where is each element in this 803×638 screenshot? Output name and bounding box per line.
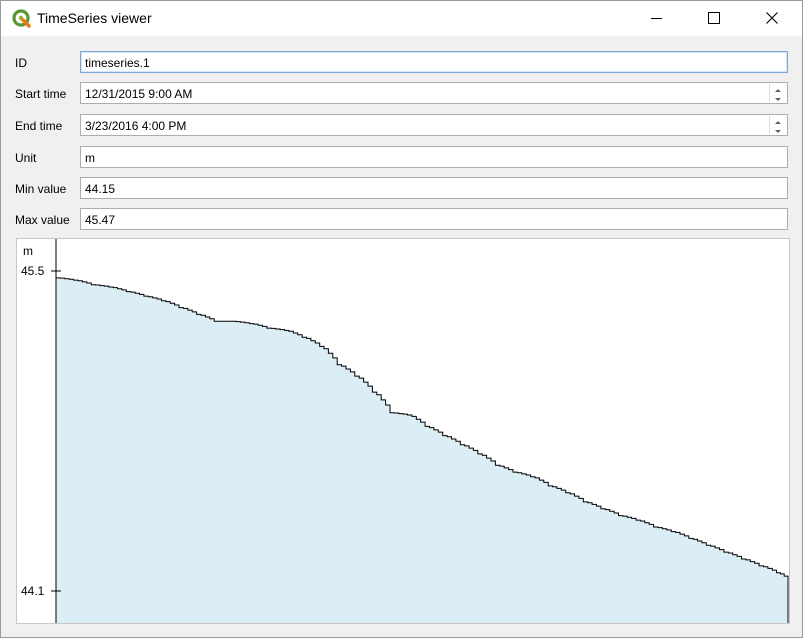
spin-up-icon[interactable] [770,116,786,125]
minimize-button[interactable] [634,1,680,36]
min-value-label: Min value [15,182,67,196]
maximize-button[interactable] [691,1,737,36]
timeseries-chart-frame[interactable]: 45.5 44.1 m [16,238,790,624]
unit-label: Unit [15,151,37,165]
y-tick-label: 44.1 [21,584,45,598]
end-time-spinner[interactable] [769,116,786,134]
unit-value: m [85,151,95,165]
spin-up-icon[interactable] [770,84,786,93]
max-value-field[interactable]: 45.47 [80,208,788,230]
start-time-field[interactable]: 12/31/2015 9:00 AM [80,82,788,104]
id-field[interactable]: timeseries.1 [80,51,788,73]
series-area [56,277,788,623]
series-line [56,277,789,623]
min-value-field[interactable]: 44.15 [80,177,788,199]
title-bar[interactable]: TimeSeries viewer [1,1,802,36]
close-icon [766,12,778,24]
minimize-icon [651,18,662,19]
id-value: timeseries.1 [85,56,150,70]
start-time-value: 12/31/2015 9:00 AM [85,87,193,101]
y-tick-label: 45.5 [21,264,45,278]
end-time-value: 3/23/2016 4:00 PM [85,119,187,133]
window-title: TimeSeries viewer [37,10,152,26]
spin-down-icon[interactable] [770,125,786,134]
id-row: ID timeseries.1 [1,51,802,75]
y-axis-label: m [23,244,33,258]
start-time-spinner[interactable] [769,84,786,102]
end-time-row: End time 3/23/2016 4:00 PM [1,114,802,138]
spin-down-icon[interactable] [770,93,786,102]
max-value-label: Max value [15,213,70,227]
end-time-label: End time [15,119,63,133]
start-time-row: Start time 12/31/2015 9:00 AM [1,82,802,106]
min-value-row: Min value 44.15 [1,177,802,201]
unit-field[interactable]: m [80,146,788,168]
close-button[interactable] [749,1,795,36]
qgis-logo-icon [11,8,33,30]
max-value-value: 45.47 [85,213,116,227]
unit-row: Unit m [1,146,802,170]
timeseries-chart: 45.5 44.1 m [21,239,789,623]
id-label: ID [15,56,27,70]
end-time-field[interactable]: 3/23/2016 4:00 PM [80,114,788,136]
min-value-value: 44.15 [85,182,116,196]
max-value-row: Max value 45.47 [1,208,802,232]
maximize-icon [708,12,720,24]
start-time-label: Start time [15,87,67,101]
